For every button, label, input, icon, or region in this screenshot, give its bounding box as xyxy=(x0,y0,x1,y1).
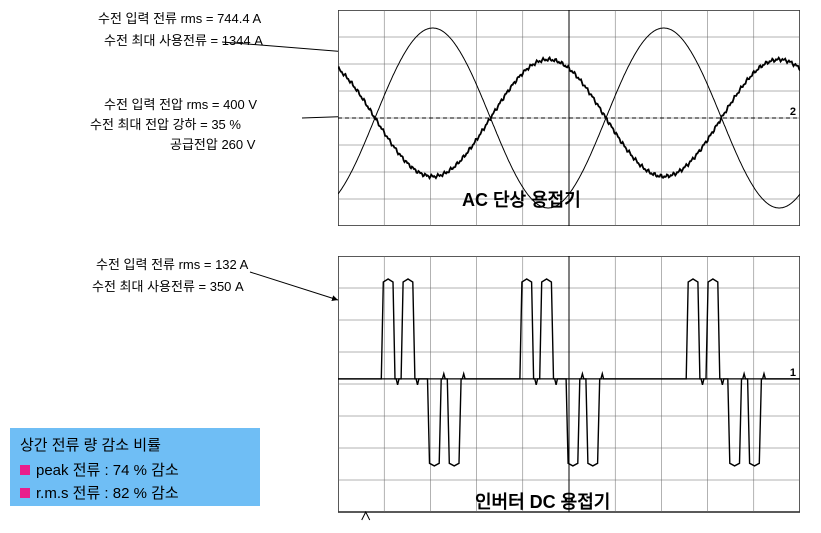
chart-title-dc: 인버터 DC 용접기 xyxy=(475,488,610,514)
square-bullet-icon xyxy=(20,465,30,475)
square-bullet-icon xyxy=(20,488,30,498)
label-mid-voltage-drop: 수전 최대 전압 강하 = 35 % xyxy=(90,114,241,133)
infobox-title: 상간 전류 량 감소 비률 xyxy=(20,434,250,455)
label-top-max-current: 수전 최대 사용전류 = 1344 A xyxy=(104,30,263,49)
infobox-row-rms: r.m.s 전류 : 82 % 감소 xyxy=(20,482,250,503)
label-mid-supply-voltage: 공급전압 260 V xyxy=(170,134,255,153)
label-top-rms-current: 수전 입력 전류 rms = 744.4 A xyxy=(98,8,261,27)
infobox-peak-text: peak 전류 : 74 % 감소 xyxy=(36,459,179,480)
label-bot-rms-current: 수전 입력 전류 rms = 132 A xyxy=(96,254,248,273)
chart-inverter-dc: 1 xyxy=(338,256,800,524)
label-mid-rms-voltage: 수전 입력 전압 rms = 400 V xyxy=(104,94,257,113)
label-bot-max-current: 수전 최대 사용전류 = 350 A xyxy=(92,276,244,295)
chart-title-ac: AC 단상 용접기 xyxy=(462,186,581,212)
reduction-ratio-box: 상간 전류 량 감소 비률 peak 전류 : 74 % 감소 r.m.s 전류… xyxy=(10,428,260,506)
svg-text:2: 2 xyxy=(790,106,796,118)
infobox-rms-text: r.m.s 전류 : 82 % 감소 xyxy=(36,482,179,503)
svg-text:1: 1 xyxy=(790,367,796,379)
infobox-row-peak: peak 전류 : 74 % 감소 xyxy=(20,459,250,480)
